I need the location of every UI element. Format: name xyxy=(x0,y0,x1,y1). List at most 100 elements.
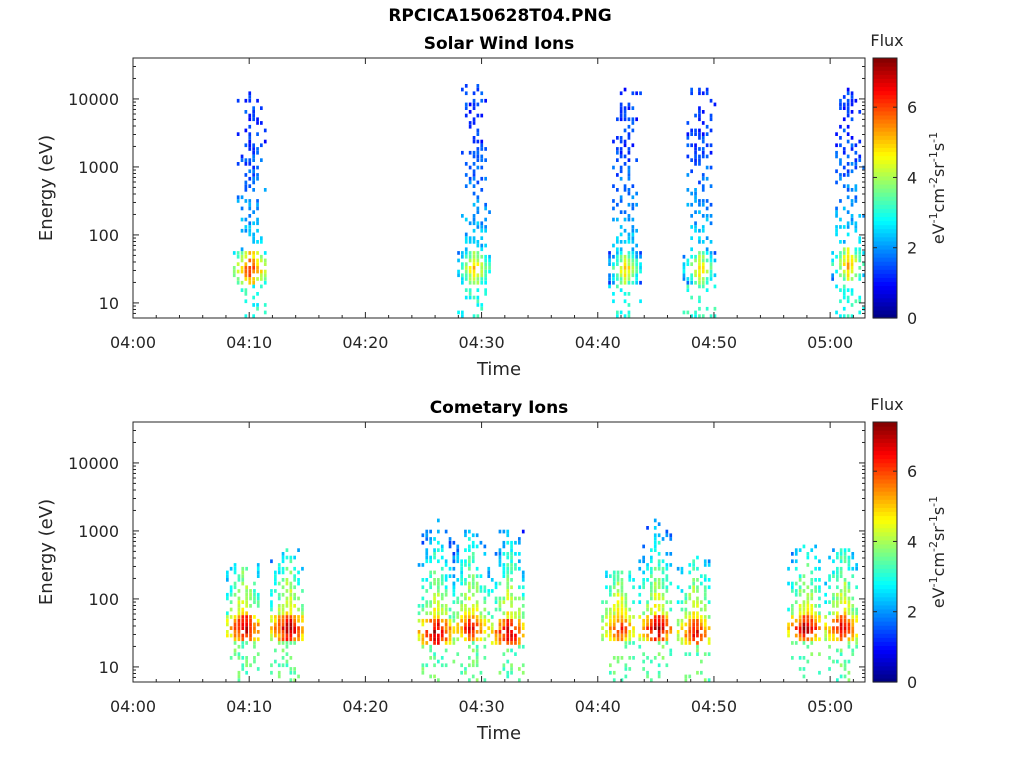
flux-cell xyxy=(285,630,289,634)
colorbar-step xyxy=(873,188,897,193)
flux-cell xyxy=(256,258,259,263)
flux-cell xyxy=(256,652,260,656)
flux-cell xyxy=(236,277,240,281)
flux-cell xyxy=(237,589,241,593)
flux-cell xyxy=(245,618,248,623)
flux-cell xyxy=(824,626,827,630)
flux-cell xyxy=(850,254,854,259)
flux-cell xyxy=(688,637,692,642)
flux-cell xyxy=(487,589,491,593)
flux-cell xyxy=(612,678,616,682)
flux-cell xyxy=(831,258,834,263)
flux-cell xyxy=(612,618,616,623)
flux-cell xyxy=(233,566,237,571)
flux-cell xyxy=(665,637,669,642)
flux-cell xyxy=(806,555,810,560)
flux-cell xyxy=(484,258,487,263)
flux-cell xyxy=(244,269,248,274)
flux-cell xyxy=(661,622,665,627)
flux-cell xyxy=(289,630,293,634)
flux-cell xyxy=(518,607,521,612)
flux-cell xyxy=(472,258,476,263)
flux-cell xyxy=(468,644,471,649)
flux-cell xyxy=(657,596,661,601)
flux-cell xyxy=(464,184,468,188)
flux-cell xyxy=(483,637,487,642)
flux-cell xyxy=(293,667,296,671)
flux-cell xyxy=(661,585,665,590)
flux-cell xyxy=(616,615,620,619)
flux-cell xyxy=(846,91,850,96)
flux-cell xyxy=(429,618,432,623)
colorbar-step xyxy=(873,123,897,128)
flux-cell xyxy=(468,258,472,263)
flux-cell xyxy=(281,555,285,560)
flux-cell xyxy=(701,154,705,159)
flux-cell xyxy=(229,626,233,630)
flux-cell xyxy=(709,262,713,266)
flux-cell xyxy=(448,574,452,578)
flux-cell xyxy=(684,674,688,679)
flux-cell xyxy=(475,604,479,608)
flux-cell xyxy=(274,574,277,578)
flux-cell xyxy=(835,225,838,229)
flux-cell xyxy=(437,559,440,564)
flux-cell xyxy=(839,589,843,593)
colorbar-unit-label: eV-1cm-2sr-1s-1 xyxy=(927,132,948,244)
flux-cell xyxy=(476,165,480,170)
flux-cell xyxy=(612,280,615,285)
flux-cell xyxy=(806,637,810,642)
flux-cell xyxy=(690,280,693,285)
flux-cell xyxy=(252,180,255,185)
flux-cell xyxy=(425,555,429,560)
flux-cell xyxy=(635,251,638,255)
flux-cell xyxy=(612,633,616,638)
flux-cell xyxy=(709,251,713,255)
flux-cell xyxy=(281,566,285,571)
flux-cell xyxy=(791,641,794,645)
flux-cell xyxy=(483,656,487,660)
flux-cell xyxy=(502,552,506,556)
flux-cell xyxy=(452,574,456,578)
flux-cell xyxy=(632,630,635,634)
flux-cell xyxy=(657,641,661,645)
flux-cell xyxy=(464,288,468,292)
flux-cell xyxy=(233,626,237,630)
flux-cell xyxy=(620,578,624,582)
flux-cell xyxy=(642,581,645,586)
colorbar-step xyxy=(873,438,897,443)
flux-cell xyxy=(653,596,657,601)
flux-cell xyxy=(612,570,616,575)
flux-cell xyxy=(700,670,703,675)
flux-cell xyxy=(839,652,843,656)
flux-cell xyxy=(850,262,854,266)
flux-cell xyxy=(802,607,806,612)
flux-cell xyxy=(502,570,506,575)
flux-cell xyxy=(810,630,814,634)
flux-cell xyxy=(274,648,277,653)
flux-cell xyxy=(850,266,854,270)
flux-cell xyxy=(850,314,854,318)
flux-cell xyxy=(828,637,831,642)
flux-cell xyxy=(703,585,707,590)
flux-cell xyxy=(260,240,263,244)
flux-cell xyxy=(703,652,707,656)
flux-cell xyxy=(835,214,838,218)
colorbar-step xyxy=(873,454,897,460)
flux-cell xyxy=(506,674,510,679)
colorbar-step xyxy=(873,273,897,278)
flux-cell xyxy=(241,641,245,645)
flux-cell xyxy=(705,217,709,222)
flux-cell xyxy=(608,251,611,255)
flux-cell xyxy=(798,574,802,578)
flux-cell xyxy=(476,225,480,229)
flux-cell xyxy=(241,622,245,627)
flux-cell xyxy=(285,622,289,627)
flux-cell xyxy=(249,622,252,627)
flux-cell xyxy=(650,637,653,642)
flux-cell xyxy=(705,251,709,255)
flux-cell xyxy=(635,91,638,96)
flux-cell xyxy=(456,611,460,616)
flux-cell xyxy=(253,659,256,664)
flux-cell xyxy=(846,273,850,278)
